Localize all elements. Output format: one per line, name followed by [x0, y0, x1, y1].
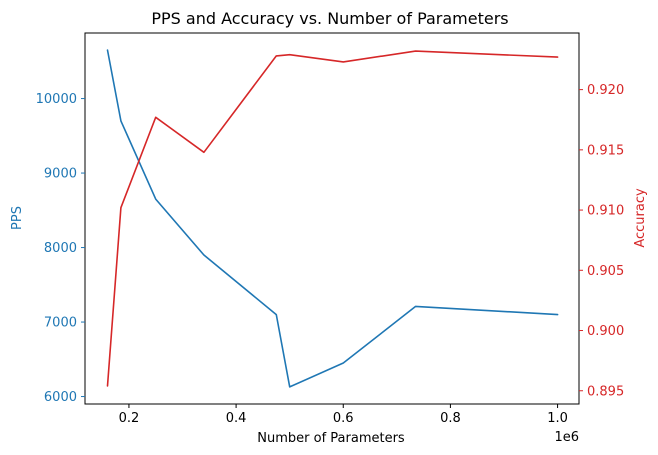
- left-tick-label: 9000: [44, 167, 77, 182]
- left-tick-label: 7000: [44, 316, 77, 331]
- right-tick-label: 0.910: [587, 204, 624, 219]
- plot-frame: [84, 32, 580, 405]
- x-tick-label: 1.0: [547, 411, 568, 426]
- left-tick-label: 8000: [44, 241, 77, 256]
- chart-title: PPS and Accuracy vs. Number of Parameter…: [151, 9, 508, 28]
- x-tick-label: 0.4: [226, 411, 247, 426]
- left-y-axis: 6000 7000 8000 9000 10000: [36, 92, 85, 405]
- series-line-pps: [106, 49, 559, 388]
- series-layer: [106, 49, 559, 388]
- right-tick-label: 0.905: [587, 264, 624, 279]
- x-axis-offset-label: 1e6: [554, 430, 579, 445]
- series-line-accuracy: [106, 50, 559, 387]
- left-y-axis-title: PPS: [10, 206, 25, 230]
- right-tick-label: 0.915: [587, 143, 624, 158]
- x-axis-title: Number of Parameters: [257, 431, 405, 446]
- x-tick-label: 0.8: [440, 411, 461, 426]
- right-tick-label: 0.895: [587, 384, 624, 399]
- x-tick-label: 0.2: [119, 411, 140, 426]
- right-tick-label: 0.900: [587, 324, 624, 339]
- right-y-axis-title: Accuracy: [633, 188, 648, 248]
- x-tick-label: 0.6: [333, 411, 354, 426]
- x-axis: 0.2 0.4 0.6 0.8 1.0: [119, 404, 568, 426]
- left-tick-label: 6000: [44, 390, 77, 405]
- right-tick-label: 0.920: [587, 83, 624, 98]
- right-y-axis: 0.895 0.900 0.905 0.910 0.915 0.920: [579, 83, 624, 399]
- left-tick-label: 10000: [36, 92, 77, 107]
